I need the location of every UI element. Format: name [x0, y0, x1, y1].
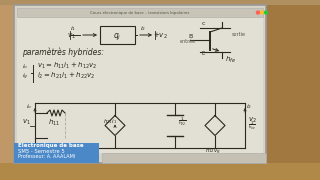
- Text: SM5 - Semestre 5: SM5 - Semestre 5: [18, 149, 65, 154]
- Text: $h_{21}i_1$: $h_{21}i_1$: [103, 118, 117, 126]
- Bar: [102, 153, 266, 163]
- Bar: [14, 143, 99, 163]
- Text: $v_1 = h_{11} i_1 + h_{12} v_2$: $v_1 = h_{11} i_1 + h_{12} v_2$: [37, 61, 97, 71]
- Text: $q_i$: $q_i$: [113, 30, 122, 42]
- Bar: [17, 17, 263, 153]
- Text: $i_2 = h_{21} i_1 + h_{22} v_2$: $i_2 = h_{21} i_1 + h_{22} v_2$: [37, 71, 95, 81]
- Text: rès hybrides:: rès hybrides:: [54, 48, 104, 57]
- Text: $i_2$: $i_2$: [140, 24, 146, 33]
- Text: paramèt: paramèt: [22, 48, 54, 57]
- Text: $i_g$: $i_g$: [22, 72, 28, 82]
- Text: $i_o$: $i_o$: [26, 102, 32, 111]
- Circle shape: [257, 11, 260, 14]
- Text: Professeur: A. AAALAMI: Professeur: A. AAALAMI: [18, 154, 76, 159]
- Text: B: B: [188, 34, 192, 39]
- Text: $i_1$: $i_1$: [70, 24, 76, 33]
- Text: $h_{11}$: $h_{11}$: [48, 118, 60, 128]
- Text: $i_2$: $i_2$: [246, 102, 252, 111]
- Bar: [14, 5, 266, 163]
- Bar: [0, 0, 320, 5]
- Text: E: E: [202, 51, 205, 56]
- Text: entrée: entrée: [180, 39, 196, 44]
- Text: $v_2$: $v_2$: [248, 116, 257, 125]
- Bar: [17, 8, 263, 152]
- Circle shape: [265, 11, 268, 14]
- Bar: [17, 8, 263, 17]
- Text: $+v_2$: $+v_2$: [153, 31, 168, 41]
- Text: $\frac{1}{h_{22}}$: $\frac{1}{h_{22}}$: [178, 116, 187, 128]
- Bar: [0, 163, 320, 180]
- Bar: [0, 0, 14, 180]
- Bar: [266, 0, 320, 180]
- Text: $v_1$: $v_1$: [22, 118, 31, 127]
- Circle shape: [260, 11, 263, 14]
- Bar: [100, 26, 135, 44]
- Text: Cours électronique de base – transistors bipolaires: Cours électronique de base – transistors…: [90, 10, 190, 15]
- Text: $v_1$: $v_1$: [67, 32, 76, 41]
- Text: sortie: sortie: [232, 32, 246, 37]
- Text: Electronique de base: Electronique de base: [18, 143, 84, 148]
- Text: $i_o$: $i_o$: [22, 62, 28, 71]
- Text: $h_{fe}$: $h_{fe}$: [225, 55, 236, 65]
- Text: c: c: [202, 21, 205, 26]
- Text: $h_{12} v_g$: $h_{12} v_g$: [205, 147, 221, 157]
- Text: $\frac{1}{h_{oe}}$: $\frac{1}{h_{oe}}$: [248, 120, 256, 132]
